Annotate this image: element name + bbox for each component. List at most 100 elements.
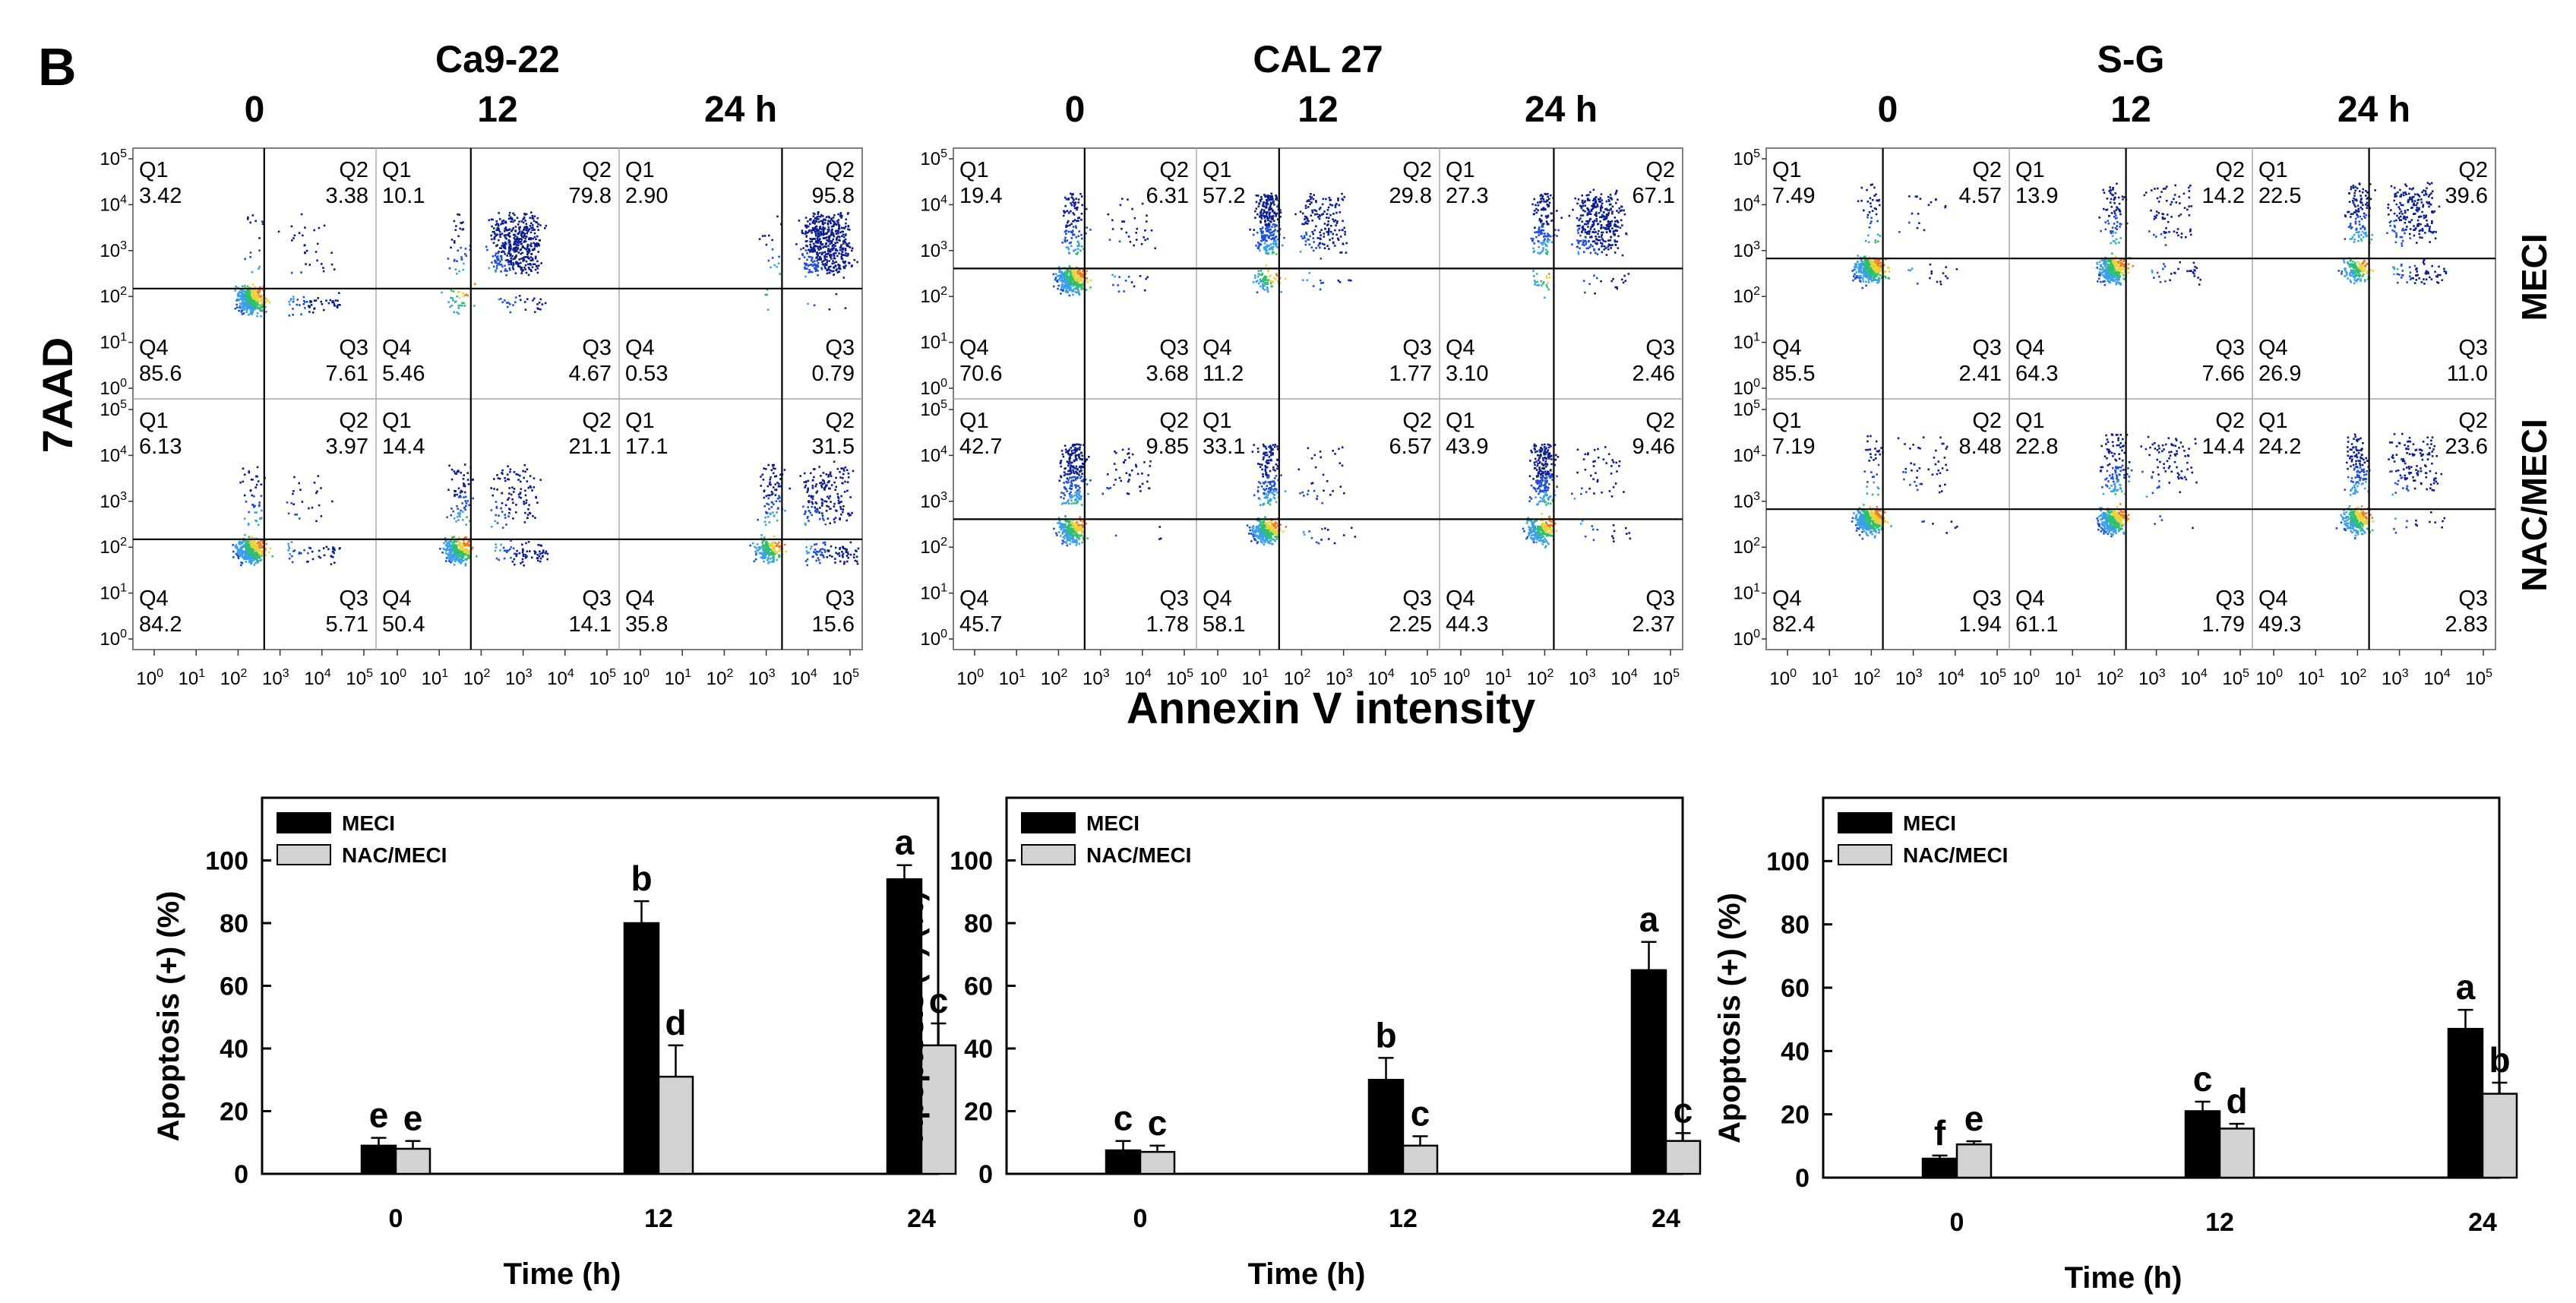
time-label: 24 h: [1525, 90, 1598, 130]
scatter-event: [464, 294, 466, 296]
scatter-event: [1074, 284, 1077, 286]
scatter-event: [1064, 278, 1066, 281]
scatter-event: [1546, 253, 1548, 255]
scatter-event: [835, 485, 837, 489]
scatter-event: [242, 290, 245, 293]
scatter-event: [334, 299, 337, 302]
scatter-event: [1599, 220, 1601, 223]
scatter-event: [1136, 227, 1139, 230]
scatter-event: [835, 476, 837, 479]
scatter-event: [465, 293, 468, 296]
scatter-event: [831, 245, 834, 247]
scatter-event: [515, 246, 518, 248]
scatter-event: [817, 248, 820, 251]
scatter-event: [1131, 207, 1133, 210]
scatter-event: [498, 514, 500, 517]
scatter-event: [836, 255, 839, 258]
scatter-event: [824, 267, 827, 270]
scatter-event: [842, 240, 845, 242]
scatter-event: [498, 212, 500, 214]
scatter-event: [460, 552, 463, 554]
scatter-event: [523, 258, 525, 261]
scatter-event: [1067, 198, 1070, 200]
scatter-event: [447, 489, 450, 491]
scatter-event: [448, 542, 451, 544]
scatter-event: [1269, 195, 1272, 198]
scatter-event: [524, 220, 526, 222]
scatter-event: [523, 464, 526, 466]
scatter-event: [828, 260, 830, 262]
scatter-event: [804, 266, 806, 269]
scatter-event: [770, 491, 773, 493]
scatter-event: [509, 311, 512, 314]
scatter-event: [509, 243, 512, 245]
scatter-event: [808, 255, 810, 258]
scatter-event: [1064, 204, 1067, 207]
scatter-event: [835, 552, 837, 554]
quadrant-value-q3: 1.77: [1389, 362, 1432, 386]
scatter-event: [466, 472, 469, 474]
scatter-event: [844, 307, 847, 309]
scatter-event: [1072, 226, 1075, 228]
scatter-event: [245, 308, 248, 312]
scatter-event: [1612, 277, 1614, 280]
scatter-event: [1276, 218, 1279, 221]
scatter-event: [1594, 197, 1596, 200]
scatter-event: [764, 293, 766, 296]
scatter-event: [755, 547, 758, 549]
scatter-event: [1534, 283, 1536, 286]
scatter-event: [523, 229, 525, 231]
scatter-event: [1591, 220, 1595, 223]
scatter-event: [1311, 211, 1314, 213]
scatter-event: [469, 520, 471, 523]
scatter-event: [448, 554, 451, 557]
scatter-event: [248, 549, 250, 552]
scatter-event: [269, 547, 272, 549]
scatter-event: [771, 543, 773, 546]
scatter-event: [1089, 286, 1092, 289]
scatter-event: [248, 555, 250, 558]
quadrant-value-q1: 14.4: [382, 435, 425, 459]
scatter-event: [771, 545, 773, 547]
scatter-event: [1606, 226, 1609, 228]
scatter-event: [332, 301, 335, 304]
scatter-event: [453, 555, 455, 558]
scatter-event: [508, 267, 510, 270]
scatter-event: [1071, 276, 1073, 279]
scatter-event: [776, 482, 779, 484]
scatter-event: [313, 482, 316, 484]
scatter-event: [1133, 244, 1135, 247]
scatter-event: [1582, 202, 1585, 205]
scatter-event: [464, 495, 467, 498]
scatter-event: [814, 501, 817, 504]
scatter-event: [1076, 273, 1079, 275]
scatter-event: [1303, 223, 1306, 226]
scatter-event: [1127, 276, 1130, 278]
scatter-event: [466, 557, 469, 559]
scatter-event: [1068, 294, 1071, 297]
scatter-event: [1260, 240, 1263, 242]
scatter-event: [531, 489, 533, 492]
scatter-event: [826, 253, 829, 255]
scatter-event: [803, 256, 806, 258]
scatter-event: [840, 513, 842, 516]
scatter-event: [260, 298, 263, 301]
scatter-event: [463, 485, 465, 487]
scatter-event: [311, 312, 314, 314]
scatter-event: [237, 552, 239, 555]
scatter-event: [1254, 277, 1256, 279]
scatter-event: [773, 542, 775, 544]
scatter-event: [456, 493, 458, 496]
scatter-event: [1550, 220, 1553, 222]
scatter-event: [450, 296, 452, 299]
scatter-event: [1268, 207, 1271, 209]
scatter-event: [764, 516, 766, 519]
scatter-event: [811, 514, 813, 517]
scatter-event: [522, 245, 524, 248]
scatter-event: [496, 233, 498, 236]
scatter-event: [847, 225, 850, 228]
scatter-event: [838, 552, 840, 555]
scatter-event: [802, 505, 804, 508]
scatter-event: [450, 554, 453, 557]
scatter-event: [525, 260, 528, 263]
